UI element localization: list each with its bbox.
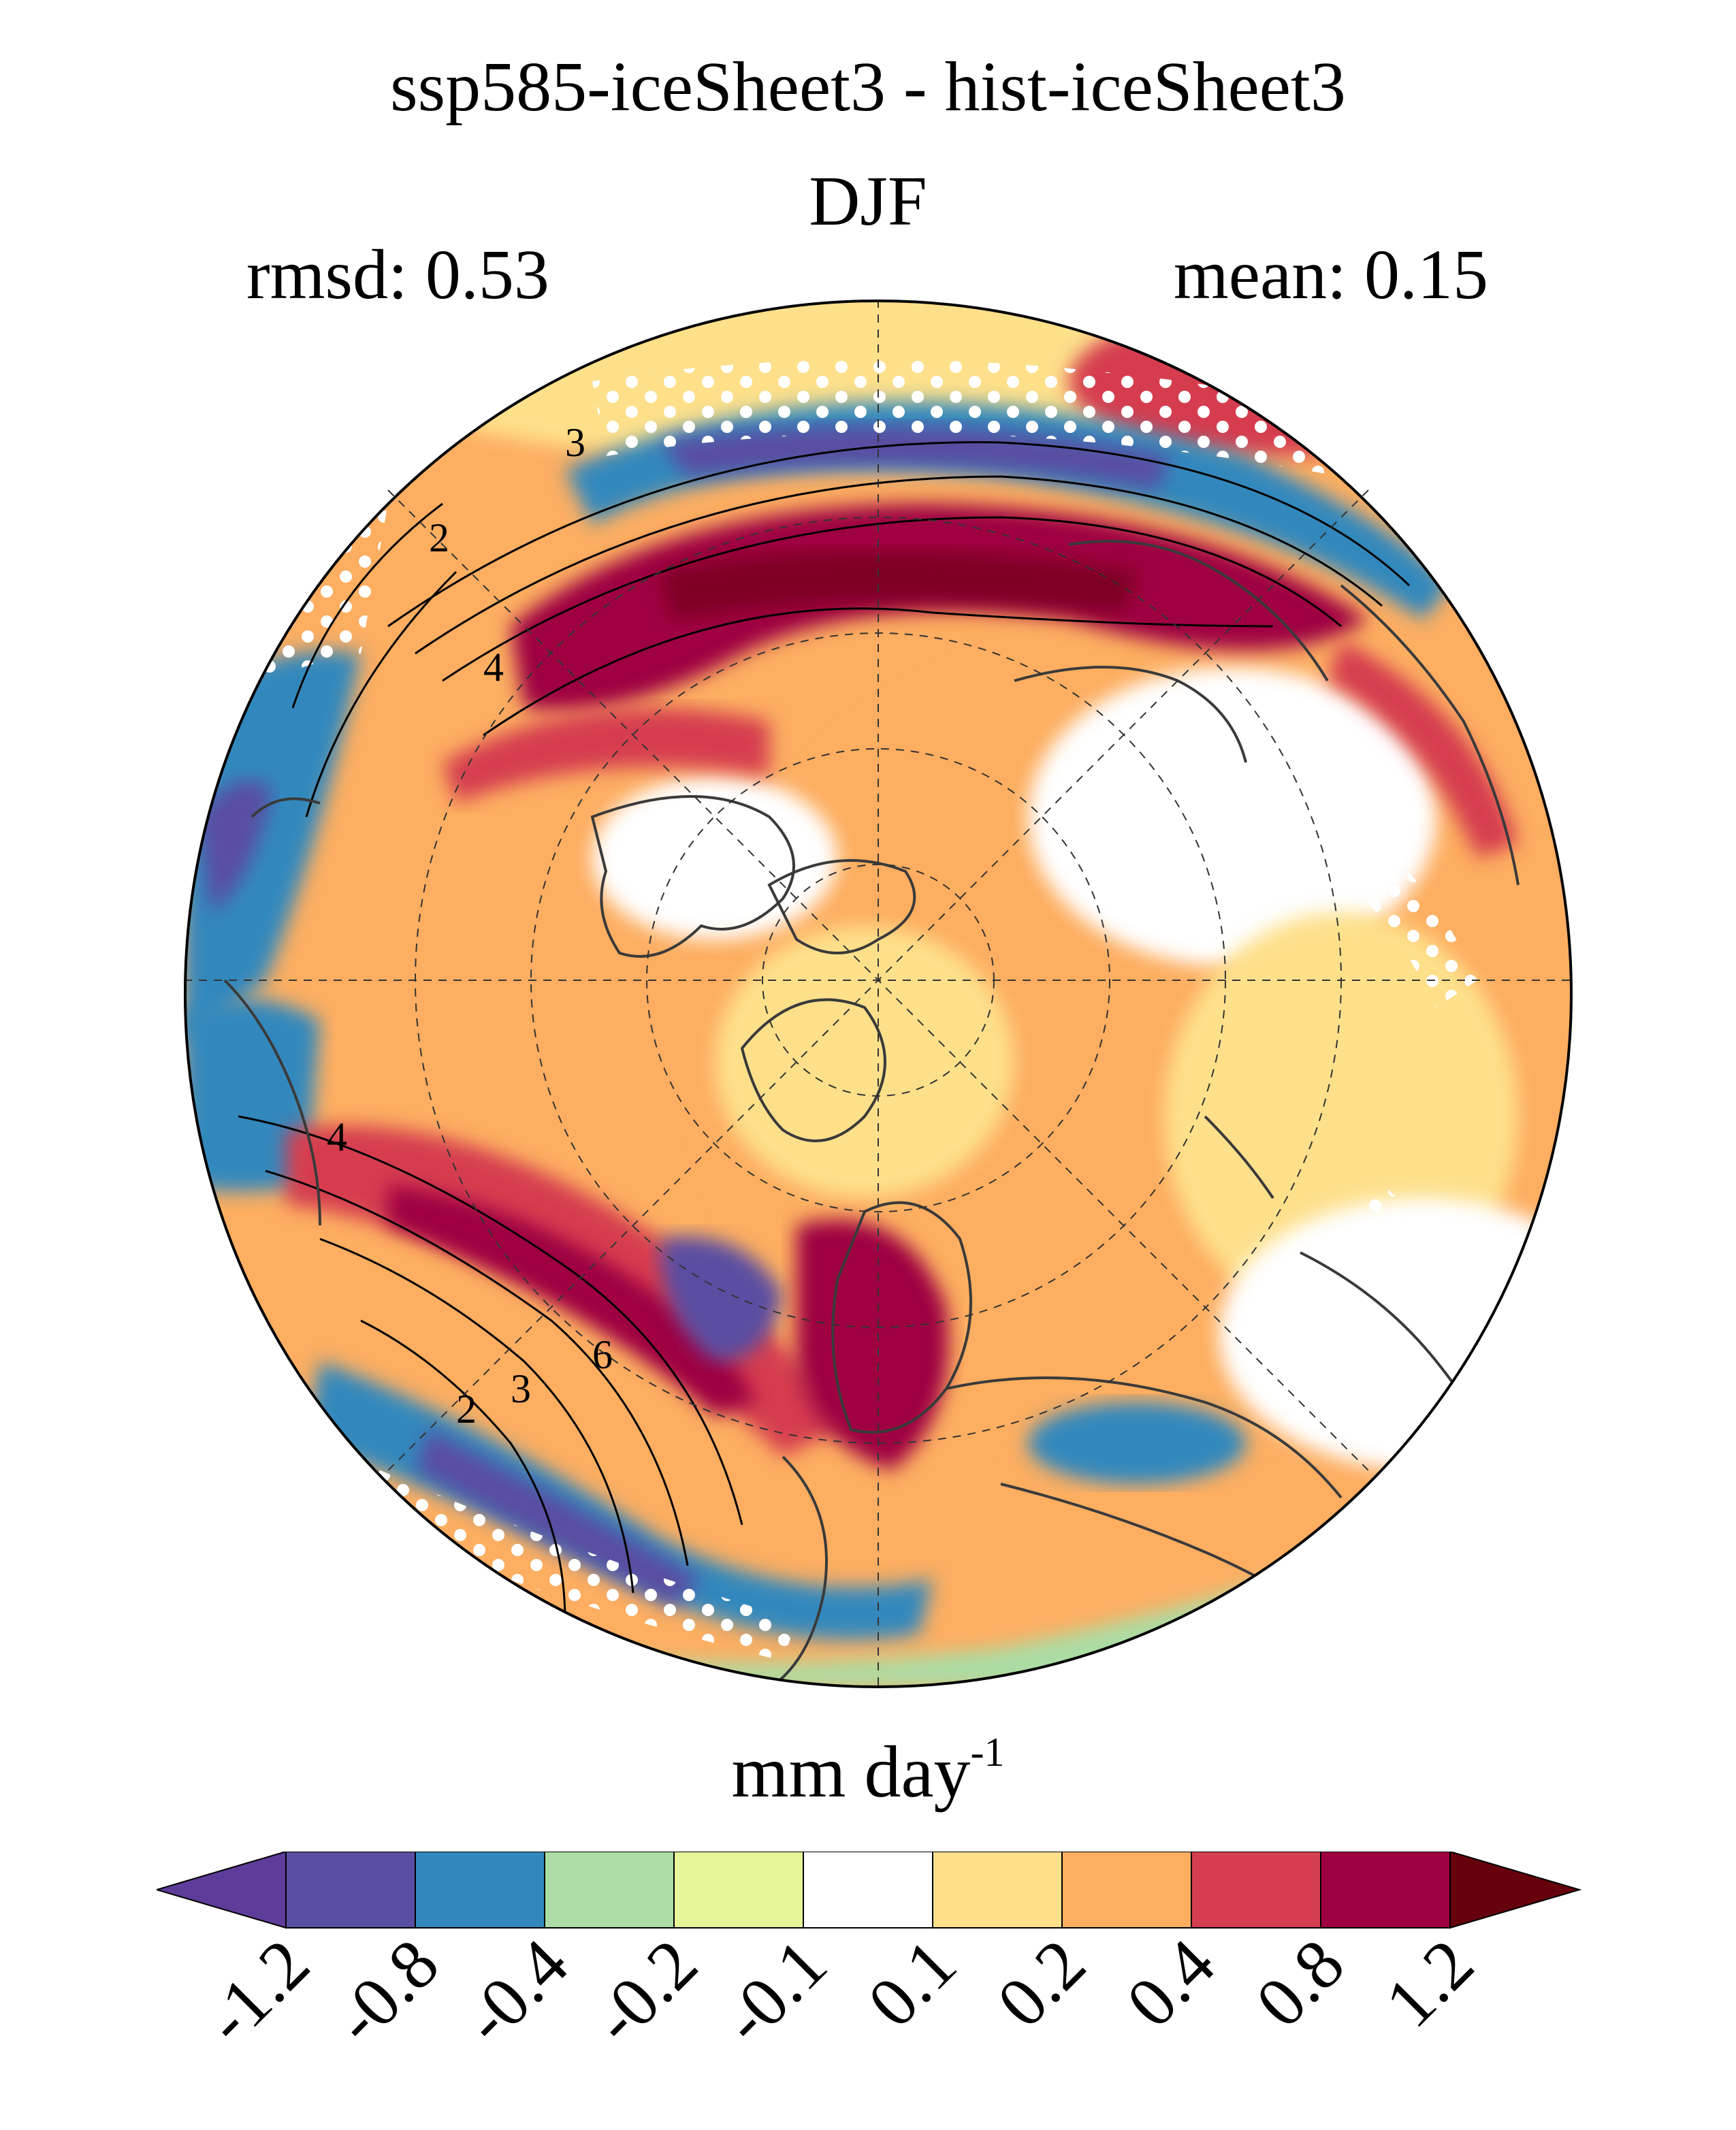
contour-label: 4 — [327, 1114, 347, 1159]
contour-label: 3 — [565, 420, 585, 465]
contour-labels: 3 2 4 4 6 3 2 — [327, 420, 613, 1432]
colorbar-box — [285, 1852, 416, 1929]
colorbar-box — [803, 1852, 933, 1929]
contour-label: 2 — [429, 515, 449, 560]
map-title: ssp585-iceSheet3 - hist-iceSheet3 — [390, 48, 1346, 126]
rmsd-label: rmsd: 0.53 — [246, 236, 549, 314]
colorbar-box — [673, 1852, 804, 1929]
colorbar-box — [1320, 1852, 1451, 1929]
contour-label: 3 — [511, 1366, 531, 1411]
colorbar-tick-label: -1.2 — [190, 1924, 325, 2059]
polar-map: 3 2 4 4 6 3 2 — [184, 300, 1573, 1688]
colorbar-units: mm day-1 — [0, 1732, 1736, 1809]
colorbar-box — [1061, 1852, 1192, 1929]
graticule — [184, 300, 1573, 1688]
colorbar-tick-label: 0.1 — [853, 1924, 971, 2042]
colorbar-extend-high — [1449, 1852, 1582, 1929]
contour-lines — [238, 441, 1411, 1621]
colorbar-tick-label: 0.2 — [982, 1924, 1100, 2042]
contour-label: 2 — [456, 1387, 477, 1432]
map-border — [184, 300, 1573, 1688]
colorbar-tick-label: 0.8 — [1241, 1924, 1359, 2042]
mean-label: mean: 0.15 — [1173, 236, 1488, 314]
coastlines — [223, 540, 1520, 1687]
colorbar-tick-label: -0.1 — [707, 1924, 842, 2059]
colorbar-tick-label: -0.4 — [449, 1924, 583, 2059]
colorbar-tick-label: -0.8 — [319, 1924, 454, 2059]
colorbar-tick-label: 1.2 — [1370, 1924, 1488, 2042]
contour-label: 4 — [483, 645, 504, 690]
colorbar-box — [544, 1852, 675, 1929]
colorbar-box — [932, 1852, 1063, 1929]
contour-label: 6 — [592, 1332, 613, 1377]
colorbar-tick-label: -0.2 — [578, 1924, 713, 2059]
units-exponent: -1 — [970, 1730, 1005, 1775]
colorbar-extend-low — [157, 1852, 287, 1929]
colorbar: -1.2-0.8-0.4-0.2-0.1 0.1 0.2 0.4 0.8 1.2 — [157, 1852, 1582, 2059]
units-text: mm day — [731, 1732, 971, 1813]
colorbar-boxes — [157, 1852, 1582, 1929]
colorbar-tick-labels: -1.2-0.8-0.4-0.2-0.1 0.1 0.2 0.4 0.8 1.2 — [190, 1924, 1489, 2059]
colorbar-box — [1191, 1852, 1321, 1929]
season-label: DJF — [809, 162, 927, 240]
colorbar-box — [415, 1852, 545, 1929]
colorbar-tick-label: 0.4 — [1112, 1924, 1229, 2042]
